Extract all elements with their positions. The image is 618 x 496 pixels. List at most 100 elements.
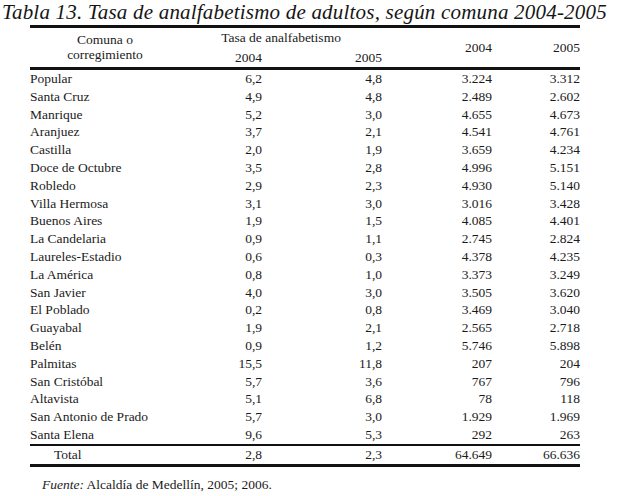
- cell-tasa-2004: 0,9: [180, 337, 262, 355]
- table-row: Manrique5,23,04.6554.673: [30, 106, 580, 124]
- cell-tasa-2004: 0,2: [180, 301, 262, 319]
- cell-abs-2004: 3.373: [382, 266, 492, 284]
- cell-abs-2004: 767: [382, 373, 492, 391]
- cell-name: Buenos Aires: [30, 212, 180, 230]
- source-note: Fuente: Alcaldía de Medellín, 2005; 2006…: [42, 477, 272, 493]
- source-text: Alcaldía de Medellín, 2005; 2006.: [84, 477, 272, 492]
- cell-abs-2004: 3.016: [382, 195, 492, 213]
- cell-tasa-2005: 3,6: [262, 373, 382, 391]
- cell-abs-2004: 4.930: [382, 177, 492, 195]
- cell-abs-2005: 796: [492, 373, 580, 391]
- source-label: Fuente:: [42, 477, 84, 492]
- cell-tasa-2004: 5,1: [180, 390, 262, 408]
- cell-name: La Candelaria: [30, 230, 180, 248]
- header-comuna-line2: corregimiento: [67, 47, 143, 62]
- cell-tasa-2004: 5,7: [180, 408, 262, 426]
- cell-tasa-2004: 2,9: [180, 177, 262, 195]
- table-body: Popular6,24,83.2243.312Santa Cruz4,94,82…: [30, 69, 580, 445]
- cell-abs-2005: 4.673: [492, 106, 580, 124]
- cell-name: San Antonio de Prado: [30, 408, 180, 426]
- cell-abs-2005: 3.040: [492, 301, 580, 319]
- cell-name: Santa Elena: [30, 426, 180, 445]
- cell-abs-2004: 1.929: [382, 408, 492, 426]
- cell-tasa-2004: 9,6: [180, 426, 262, 445]
- cell-abs-2004: 4.085: [382, 212, 492, 230]
- cell-tasa-2005: 1,1: [262, 230, 382, 248]
- cell-tasa-2005: 2,8: [262, 159, 382, 177]
- cell-tasa-2005: 6,8: [262, 390, 382, 408]
- cell-abs-2005: 5.898: [492, 337, 580, 355]
- cell-tasa-2005: 1,5: [262, 212, 382, 230]
- cell-abs-2005: 2.824: [492, 230, 580, 248]
- cell-tasa-2004: 5,7: [180, 373, 262, 391]
- table-row: Palmitas15,511,8207204: [30, 355, 580, 373]
- cell-abs-2004: 5.746: [382, 337, 492, 355]
- cell-abs-2004: 3.469: [382, 301, 492, 319]
- table-header: Comuna o corregimiento Tasa de analfabet…: [30, 27, 580, 69]
- table-row: Buenos Aires1,91,54.0854.401: [30, 212, 580, 230]
- cell-abs-2004: 3.505: [382, 284, 492, 302]
- cell-name: Aranjuez: [30, 123, 180, 141]
- cell-name: Palmitas: [30, 355, 180, 373]
- cell-name: Doce de Octubre: [30, 159, 180, 177]
- cell-tasa-2005: 2,3: [262, 177, 382, 195]
- cell-tasa-2005: 1,0: [262, 266, 382, 284]
- cell-abs-2005: 3.620: [492, 284, 580, 302]
- cell-abs-2005: 1.969: [492, 408, 580, 426]
- table-row: La América0,81,03.3733.249: [30, 266, 580, 284]
- cell-tasa-2004: 6,2: [180, 69, 262, 88]
- cell-tasa-2005: 0,8: [262, 301, 382, 319]
- table-row: Altavista5,16,878118: [30, 390, 580, 408]
- cell-tasa-2004: 3,7: [180, 123, 262, 141]
- table-row: San Antonio de Prado5,73,01.9291.969: [30, 408, 580, 426]
- cell-abs-2004: 3.224: [382, 69, 492, 88]
- cell-abs-2004: 292: [382, 426, 492, 445]
- analfabetismo-table: Comuna o corregimiento Tasa de analfabet…: [30, 25, 580, 467]
- cell-tasa-2005: 3,0: [262, 106, 382, 124]
- cell-tasa-2005: 1,9: [262, 141, 382, 159]
- total-tasa-2005: 2,3: [262, 445, 382, 466]
- cell-tasa-2005: 1,2: [262, 337, 382, 355]
- cell-tasa-2004: 4,0: [180, 284, 262, 302]
- cell-abs-2005: 204: [492, 355, 580, 373]
- cell-tasa-2004: 0,8: [180, 266, 262, 284]
- cell-tasa-2004: 4,9: [180, 88, 262, 106]
- cell-tasa-2005: 2,1: [262, 319, 382, 337]
- cell-tasa-2005: 3,0: [262, 195, 382, 213]
- cell-tasa-2005: 2,1: [262, 123, 382, 141]
- header-tasa-group: Tasa de analfabetismo: [180, 27, 382, 49]
- table-row: Aranjuez3,72,14.5414.761: [30, 123, 580, 141]
- cell-abs-2004: 4.655: [382, 106, 492, 124]
- cell-name: Robledo: [30, 177, 180, 195]
- cell-tasa-2004: 5,2: [180, 106, 262, 124]
- table-row: El Poblado0,20,83.4693.040: [30, 301, 580, 319]
- cell-name: La América: [30, 266, 180, 284]
- table-row: Santa Elena9,65,3292263: [30, 426, 580, 445]
- cell-tasa-2004: 3,5: [180, 159, 262, 177]
- cell-tasa-2004: 15,5: [180, 355, 262, 373]
- cell-abs-2004: 2.489: [382, 88, 492, 106]
- cell-name: Santa Cruz: [30, 88, 180, 106]
- cell-abs-2005: 3.249: [492, 266, 580, 284]
- table-row: Robledo2,92,34.9305.140: [30, 177, 580, 195]
- cell-tasa-2004: 0,6: [180, 248, 262, 266]
- cell-abs-2005: 4.401: [492, 212, 580, 230]
- table-row: San Cristóbal5,73,6767796: [30, 373, 580, 391]
- table-row: Doce de Octubre3,52,84.9965.151: [30, 159, 580, 177]
- cell-tasa-2005: 11,8: [262, 355, 382, 373]
- table-row: La Candelaria0,91,12.7452.824: [30, 230, 580, 248]
- cell-abs-2004: 207: [382, 355, 492, 373]
- table-row: San Javier4,03,03.5053.620: [30, 284, 580, 302]
- table-row: Guayabal1,92,12.5652.718: [30, 319, 580, 337]
- header-tasa-2004: 2004: [180, 49, 262, 69]
- cell-abs-2005: 3.312: [492, 69, 580, 88]
- cell-tasa-2004: 3,1: [180, 195, 262, 213]
- cell-name: San Javier: [30, 284, 180, 302]
- table-row: Castilla2,01,93.6594.234: [30, 141, 580, 159]
- cell-name: Manrique: [30, 106, 180, 124]
- cell-abs-2004: 4.541: [382, 123, 492, 141]
- total-tasa-2004: 2,8: [180, 445, 262, 466]
- header-abs-2004: 2004: [382, 27, 492, 69]
- table-row: Laureles-Estadio0,60,34.3784.235: [30, 248, 580, 266]
- cell-abs-2005: 5.140: [492, 177, 580, 195]
